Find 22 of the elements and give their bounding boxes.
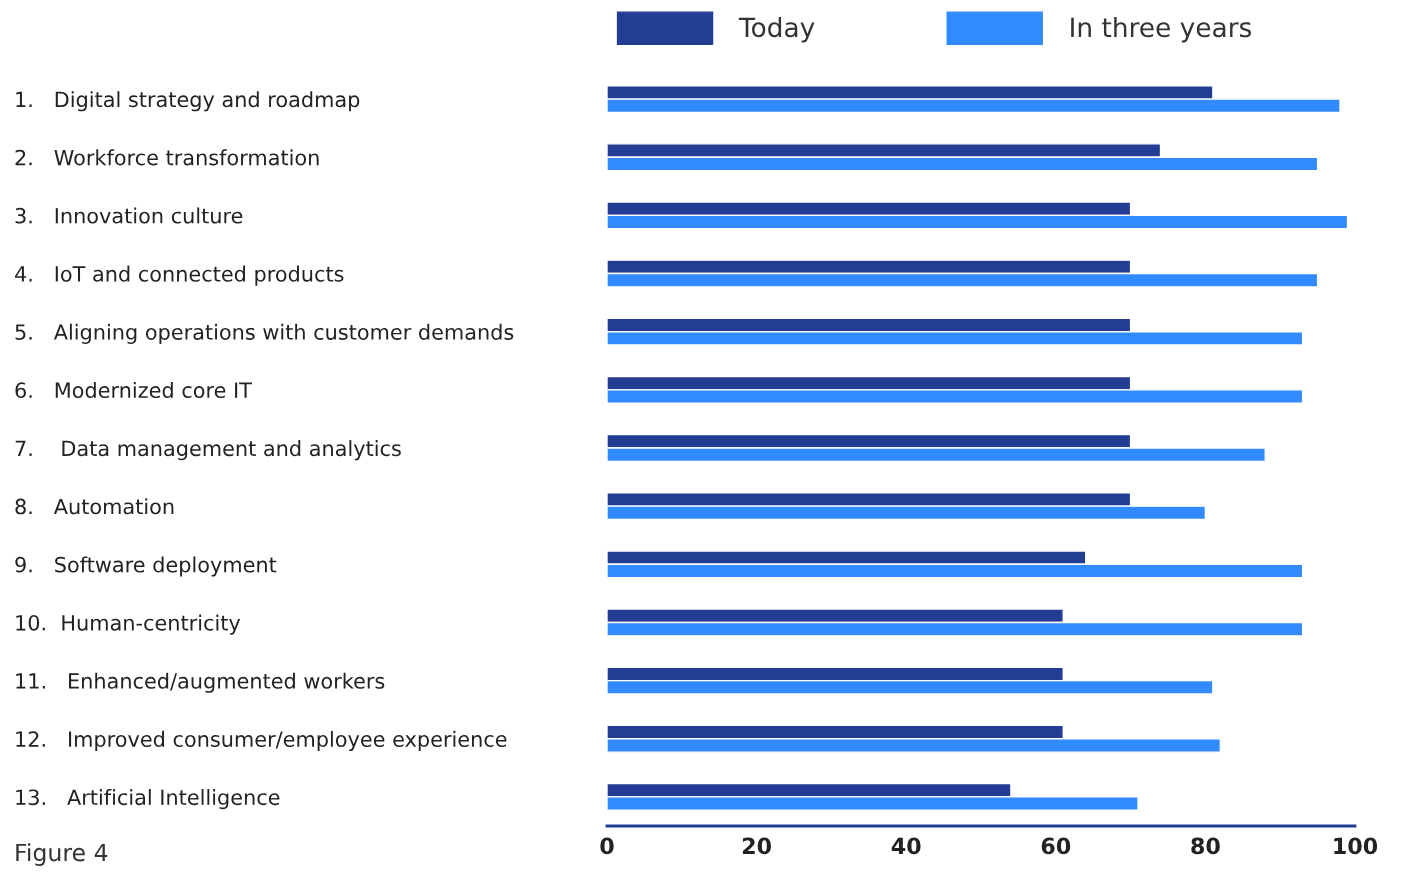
y-tick-label: 13. Artificial Intelligence [16, 789, 280, 810]
x-tick-label: 80 [1191, 837, 1220, 855]
y-tick-label: 6. Modernized core IT [15, 381, 252, 399]
y-tick-label: 2. Workforce transformation [15, 149, 319, 166]
y-tick-label: 9. Software deployment [15, 556, 277, 577]
y-tick-label: 3. Innovation culture [15, 207, 243, 224]
y-tick-label: 12. Improved consumer/employee experience [16, 730, 507, 752]
legend-label: In three years [1071, 16, 1252, 43]
y-tick-label: 11. Enhanced/augmented workers [16, 672, 385, 693]
y-tick-label: 10. Human-centricity [16, 614, 241, 635]
y-tick-label: 5. Aligning operations with customer demands [15, 323, 514, 344]
legend-label: Today [738, 16, 815, 43]
y-tick-label: 8. Automation [15, 498, 174, 515]
caption: Figure 4 [16, 843, 108, 866]
y-tick-label: 7. Data management and analytics [15, 440, 401, 461]
x-tick-label: 40 [891, 837, 921, 855]
x-tick-label: 20 [742, 837, 771, 855]
x-tick-label: 60 [1041, 837, 1071, 855]
x-tick-label: 100 [1334, 837, 1378, 855]
x-tick-label: 0 [600, 837, 614, 855]
y-tick-label: 1. Digital strategy and roadmap [16, 91, 360, 112]
y-tick-label: 4. IoT and connected products [15, 265, 344, 286]
